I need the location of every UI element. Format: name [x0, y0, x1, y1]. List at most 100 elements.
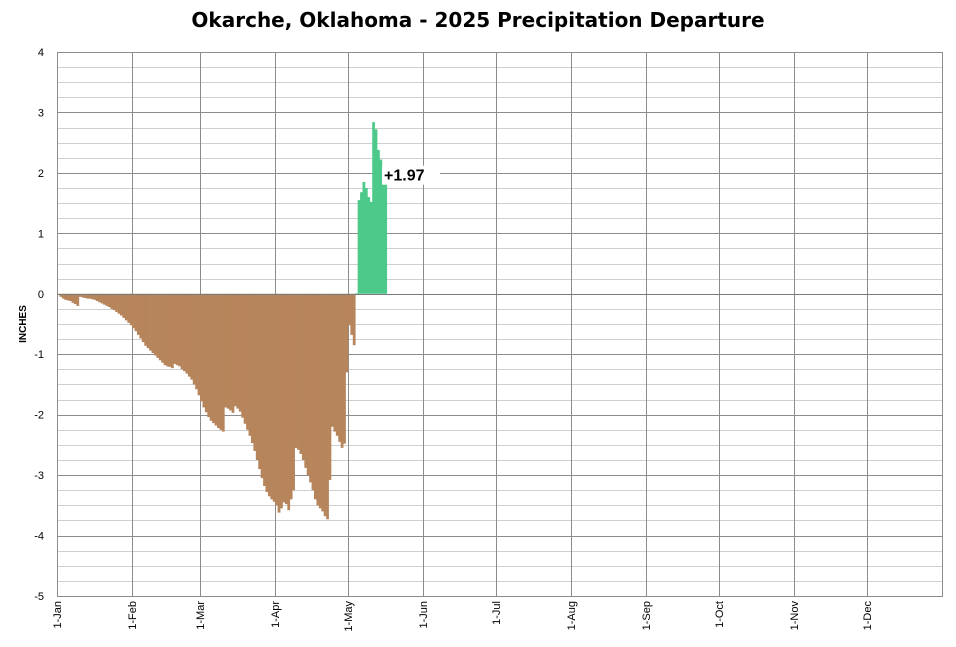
- x-tick-label: 1-Mar: [195, 601, 207, 630]
- data-bar: [340, 293, 344, 448]
- data-bar: [168, 293, 172, 367]
- data-bar: [224, 293, 228, 408]
- data-bar: [183, 293, 186, 372]
- data-bar: [83, 293, 87, 299]
- data-bar: [258, 293, 262, 470]
- data-bar: [282, 293, 286, 503]
- data-bar: [185, 293, 189, 374]
- data-bar: [86, 293, 89, 299]
- data-bar: [153, 293, 157, 356]
- data-bar: [263, 293, 266, 486]
- x-tick-label: 1-Jan: [52, 601, 64, 629]
- data-bar: [139, 293, 143, 339]
- data-bar: [166, 293, 169, 367]
- data-bar: [110, 293, 114, 309]
- data-bar: [243, 293, 247, 424]
- data-bar: [369, 201, 373, 294]
- data-bar: [372, 122, 375, 294]
- data-bar: [161, 293, 165, 363]
- y-tick-label: -4: [34, 531, 44, 543]
- data-bar: [61, 293, 65, 299]
- data-bar: [219, 293, 223, 430]
- y-tick-label: -5: [34, 591, 44, 603]
- data-bar: [306, 293, 310, 476]
- data-bar: [202, 293, 206, 408]
- data-bar: [141, 293, 145, 343]
- chart-title: Okarche, Oklahoma - 2025 Precipitation D…: [191, 8, 765, 32]
- data-bar: [294, 293, 298, 448]
- data-bar: [287, 293, 291, 511]
- data-bar: [321, 293, 325, 512]
- data-bar: [170, 293, 174, 369]
- y-tick-label: 0: [38, 289, 44, 301]
- data-bar: [323, 293, 327, 517]
- x-tick-label: 1-Feb: [127, 601, 139, 630]
- x-tick-label: 1-Nov: [789, 601, 801, 631]
- data-bar: [173, 293, 177, 364]
- data-bar: [260, 293, 264, 479]
- data-bar: [78, 293, 82, 297]
- data-bar: [71, 293, 75, 303]
- data-bar: [64, 293, 68, 300]
- data-bar: [221, 293, 225, 432]
- x-tick-label: 1-Oct: [714, 601, 726, 628]
- data-bar: [292, 293, 295, 491]
- data-bar: [122, 293, 126, 318]
- data-bar: [338, 293, 342, 442]
- data-bar: [379, 159, 383, 294]
- data-bar: [98, 293, 101, 303]
- data-bar: [362, 181, 366, 294]
- data-bar: [255, 293, 259, 460]
- data-bar: [88, 293, 92, 299]
- y-tick-label: 4: [38, 47, 44, 59]
- data-bar: [115, 293, 118, 312]
- data-bar: [103, 293, 106, 305]
- x-tick-label: 1-Jun: [418, 601, 430, 629]
- data-bar: [156, 293, 160, 358]
- data-bar: [234, 293, 237, 407]
- annotation-background: [382, 165, 441, 185]
- x-tick-label: 1-May: [343, 601, 355, 632]
- data-bar: [73, 293, 77, 305]
- data-bar: [151, 293, 155, 354]
- data-bar: [246, 293, 249, 430]
- data-bar: [318, 293, 322, 509]
- data-bar: [231, 293, 235, 413]
- data-bar: [352, 293, 356, 346]
- data-bar: [297, 293, 300, 450]
- data-bar: [129, 293, 133, 326]
- data-bar: [335, 293, 339, 436]
- data-bar: [309, 293, 312, 483]
- data-bar: [330, 293, 334, 427]
- data-bar: [277, 293, 281, 513]
- data-bar: [265, 293, 269, 493]
- data-bar: [200, 293, 203, 402]
- data-bar: [120, 293, 123, 316]
- data-bar: [214, 293, 218, 426]
- data-bar: [112, 293, 116, 311]
- data-bar: [180, 293, 184, 370]
- data-bar: [347, 293, 351, 326]
- data-bar: [217, 293, 220, 428]
- data-bar: [314, 293, 317, 500]
- data-bar: [250, 293, 254, 444]
- data-bar: [284, 293, 288, 505]
- data-bar: [59, 293, 63, 297]
- data-bar: [328, 293, 332, 480]
- data-bar: [187, 293, 191, 377]
- data-bar: [350, 293, 354, 335]
- data-bar: [127, 293, 131, 323]
- y-tick-label: -2: [34, 410, 44, 422]
- data-bar: [299, 293, 303, 454]
- data-bar: [238, 293, 242, 412]
- grid-layer: [57, 52, 943, 597]
- data-bar: [280, 293, 283, 509]
- data-bar: [137, 293, 140, 335]
- data-bar: [355, 293, 358, 294]
- data-bar: [316, 293, 320, 506]
- y-tick-label: 2: [38, 168, 44, 180]
- annotation-layer: +1.97: [382, 165, 441, 185]
- data-bar: [241, 293, 245, 418]
- y-tick-label: 1: [38, 228, 44, 240]
